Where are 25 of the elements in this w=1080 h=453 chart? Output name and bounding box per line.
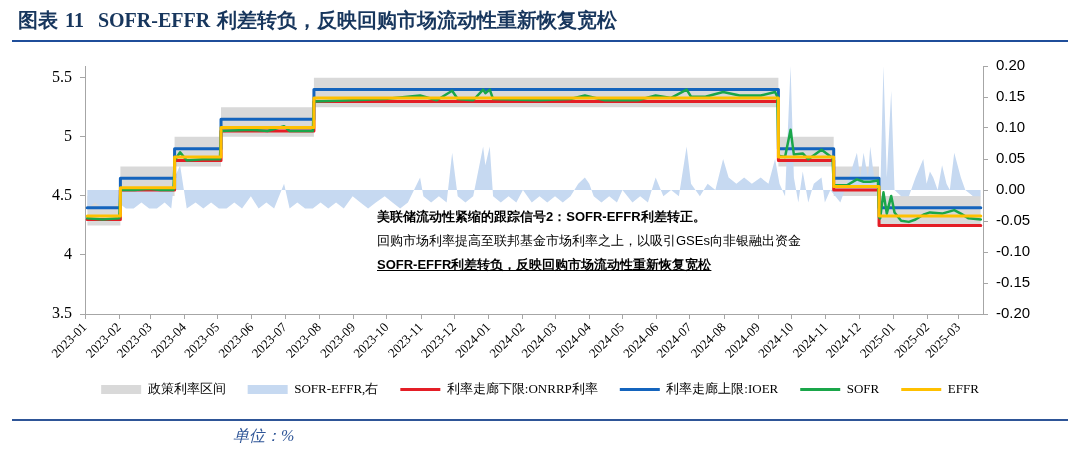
legend-label: 利率走廊上限:IOER [666,380,779,396]
y2-tick-label: -0.20 [996,304,1031,322]
y2-tick-label: -0.05 [996,211,1031,229]
y2-tick-label: -0.10 [996,242,1031,260]
legend-label: SOFR [846,380,880,396]
y-tick-label: 4 [64,245,72,263]
y-tick-label: 5.5 [52,68,72,86]
y2-tick-label: 0.05 [996,149,1026,167]
legend-label: 政策利率区间 [147,380,226,396]
legend-label: SOFR-EFFR,右 [294,380,379,396]
y-tick-label: 4.5 [52,186,72,204]
annotation: 回购市场利率提高至联邦基金市场利率之上，以吸引GSEs向非银融出资金 [377,232,801,250]
legend-label: EFFR [947,380,980,396]
y2-tick-label: 0.15 [996,87,1026,105]
legend-label: 利率走廊下限:ONRRP利率 [446,380,598,396]
chart-title: 图表 11 SOFR-EFFR 利差转负，反映回购市场流动性重新恢复宽松 [18,8,618,33]
y-tick-label: 5 [64,127,72,145]
y2-tick-label: -0.15 [996,273,1031,291]
y-tick-label: 3.5 [52,304,72,322]
y2-tick-label: 0.10 [996,118,1026,136]
annotation: 美联储流动性紧缩的跟踪信号2：SOFR-EFFR利差转正。 [377,208,706,226]
annotation: SOFR-EFFR利差转负，反映回购市场流动性重新恢复宽松 [377,256,712,274]
y2-tick-label: 0.00 [996,180,1026,198]
y2-tick-label: 0.20 [996,56,1026,74]
text: 单位：% [233,427,295,445]
